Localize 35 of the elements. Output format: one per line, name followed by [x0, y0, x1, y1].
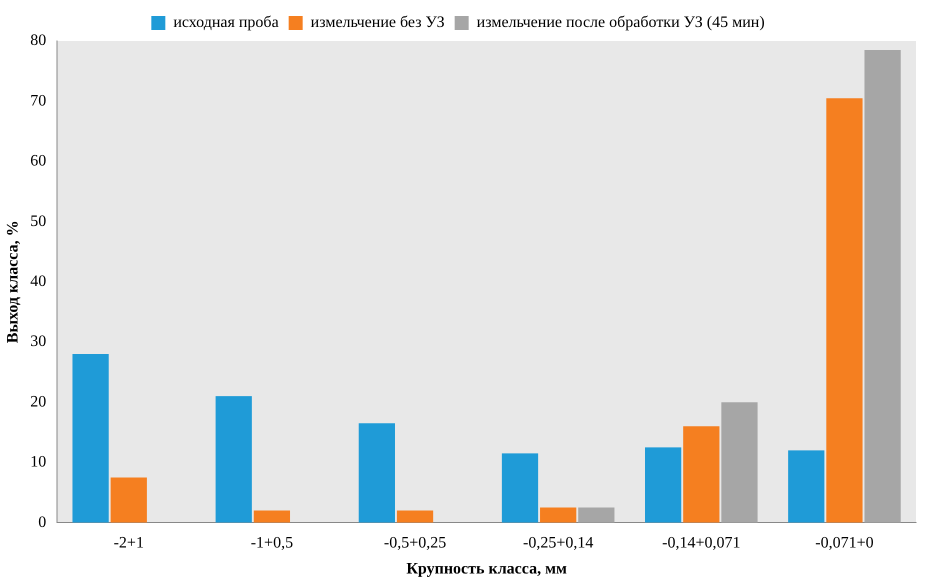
x-axis-title: Крупность класса, мм [406, 560, 567, 578]
x-tick-label: -0,071+0 [815, 534, 874, 552]
bar [578, 508, 614, 523]
legend-label: измельчение после обработки УЗ (45 мин) [476, 14, 765, 32]
y-tick-label: 20 [30, 393, 46, 410]
x-tick-label: -1+0,5 [250, 534, 294, 552]
bar [502, 453, 538, 523]
y-tick-label: 60 [30, 152, 46, 170]
y-tick-label: 0 [38, 514, 46, 531]
bar [110, 477, 147, 523]
x-tick-label: -0,14+0,071 [662, 534, 740, 552]
x-tick-label: -0,25+0,14 [522, 534, 594, 552]
y-tick-label: 10 [30, 454, 46, 471]
bar [826, 98, 863, 523]
y-tick-label: 30 [30, 333, 46, 350]
bar [254, 510, 290, 523]
legend-label: исходная проба [173, 14, 279, 32]
y-tick-label: 70 [30, 92, 46, 110]
bar [788, 450, 824, 523]
y-tick-label: 80 [30, 32, 46, 50]
y-tick-label: 50 [30, 212, 46, 230]
legend-label: измельчение без УЗ [310, 14, 445, 32]
y-axis-title: Выход класса, % [4, 220, 22, 344]
bar [683, 426, 720, 523]
bar [72, 354, 109, 523]
y-tick-label: 40 [30, 273, 46, 290]
bar [216, 396, 252, 523]
x-tick-label: -0,5+0,25 [384, 534, 446, 552]
bar [358, 423, 395, 523]
x-tick-label: -2+1 [114, 534, 144, 552]
bar [396, 510, 434, 523]
bar [645, 447, 682, 523]
bar [540, 508, 576, 523]
bar [721, 402, 758, 523]
bar [864, 50, 901, 523]
